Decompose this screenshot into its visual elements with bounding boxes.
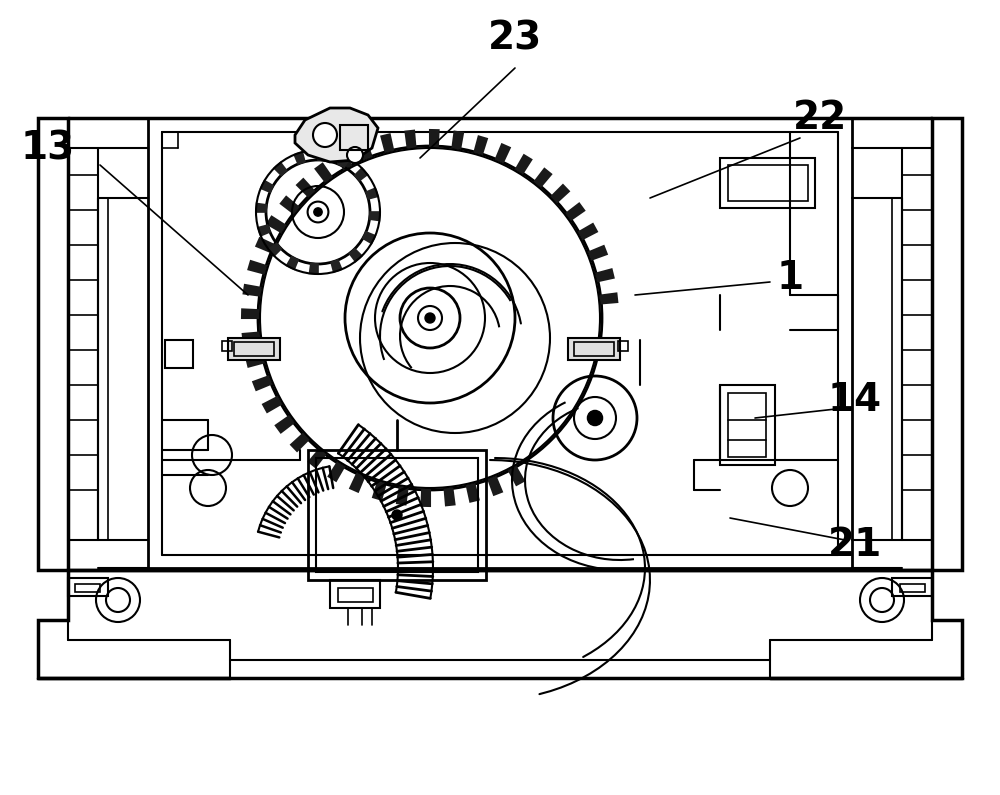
Bar [728, 393, 766, 457]
Polygon shape [281, 197, 298, 213]
Polygon shape [355, 169, 367, 180]
Circle shape [425, 313, 435, 323]
Polygon shape [276, 417, 294, 432]
Polygon shape [496, 145, 510, 162]
Bar [720, 158, 815, 208]
Polygon shape [430, 130, 439, 146]
Text: 23: 23 [488, 19, 542, 57]
Bar [316, 458, 478, 572]
Bar [720, 385, 775, 465]
Polygon shape [244, 285, 261, 296]
Bar [68, 578, 108, 596]
Polygon shape [310, 263, 318, 274]
Polygon shape [467, 484, 479, 502]
Polygon shape [535, 169, 551, 187]
Polygon shape [363, 232, 375, 243]
Polygon shape [329, 463, 344, 481]
Polygon shape [318, 150, 326, 161]
Polygon shape [566, 204, 584, 219]
Polygon shape [370, 212, 380, 220]
Polygon shape [297, 179, 314, 196]
Polygon shape [601, 293, 617, 304]
Bar [568, 338, 620, 360]
Polygon shape [316, 164, 332, 181]
Polygon shape [579, 224, 597, 239]
Bar [330, 580, 380, 608]
Polygon shape [397, 487, 408, 504]
Polygon shape [258, 225, 270, 236]
Bar [340, 125, 368, 150]
Polygon shape [243, 332, 259, 343]
Bar [228, 338, 280, 360]
Polygon shape [246, 355, 264, 366]
Circle shape [313, 123, 337, 147]
Bar [618, 341, 628, 351]
Polygon shape [366, 188, 378, 199]
Polygon shape [269, 243, 281, 256]
Polygon shape [596, 270, 614, 281]
Bar [75, 584, 100, 592]
Text: 22: 22 [793, 99, 847, 137]
Polygon shape [248, 261, 266, 273]
Polygon shape [287, 257, 298, 270]
Polygon shape [421, 490, 430, 506]
Bar [338, 588, 373, 602]
Bar [574, 342, 614, 356]
Bar [892, 578, 932, 596]
Text: 13: 13 [21, 129, 75, 167]
Bar [900, 584, 925, 592]
Polygon shape [274, 162, 287, 175]
Bar [308, 450, 486, 580]
Polygon shape [589, 246, 607, 259]
Polygon shape [331, 260, 342, 272]
Polygon shape [256, 238, 274, 252]
Polygon shape [253, 377, 271, 390]
Polygon shape [381, 134, 393, 152]
Polygon shape [242, 309, 258, 318]
Text: 14: 14 [828, 381, 882, 419]
Polygon shape [309, 449, 325, 467]
Circle shape [587, 410, 603, 425]
Polygon shape [267, 217, 285, 232]
Circle shape [392, 510, 402, 520]
Bar [222, 341, 232, 351]
Bar [234, 342, 274, 356]
Polygon shape [350, 474, 364, 491]
Text: 21: 21 [828, 526, 882, 564]
Polygon shape [373, 482, 385, 499]
Polygon shape [291, 434, 308, 451]
Polygon shape [509, 467, 524, 485]
Polygon shape [358, 142, 372, 159]
Bar [165, 340, 193, 368]
Polygon shape [475, 137, 487, 154]
Circle shape [314, 207, 322, 216]
Polygon shape [488, 477, 502, 494]
Polygon shape [256, 204, 266, 212]
Polygon shape [516, 155, 531, 173]
Polygon shape [338, 155, 349, 167]
Polygon shape [261, 180, 273, 192]
Polygon shape [295, 108, 378, 162]
Polygon shape [349, 249, 362, 262]
Polygon shape [294, 152, 305, 164]
Polygon shape [445, 489, 455, 506]
Bar [728, 165, 808, 201]
Circle shape [347, 147, 363, 163]
Polygon shape [405, 130, 415, 147]
Polygon shape [452, 132, 463, 149]
Polygon shape [336, 151, 351, 169]
Polygon shape [263, 397, 281, 412]
Polygon shape [552, 185, 569, 202]
Text: 1: 1 [776, 259, 804, 297]
